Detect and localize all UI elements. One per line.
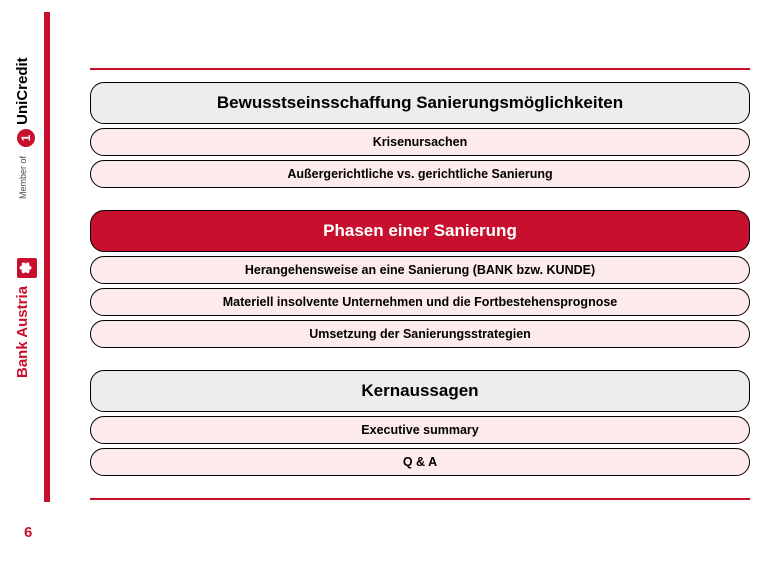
agenda-group-header: Phasen einer Sanierung: [90, 210, 750, 252]
accent-bar: [44, 12, 50, 502]
page-number: 6: [24, 524, 32, 541]
agenda-group-header: Bewusstseinsschaffung Sanierungsmöglichk…: [90, 82, 750, 124]
logo-bank-austria-text: Bank Austria: [14, 286, 31, 378]
agenda-item: Executive summary: [90, 416, 750, 444]
agenda-content: Bewusstseinsschaffung Sanierungsmöglichk…: [90, 68, 750, 500]
agenda-group-header: Kernaussagen: [90, 370, 750, 412]
bank-austria-mark-icon: ✽: [17, 258, 37, 278]
agenda-item: Herangehensweise an eine Sanierung (BANK…: [90, 256, 750, 284]
logo-bank-austria: Bank Austria ✽: [14, 258, 37, 378]
agenda-group: Kernaussagen Executive summary Q & A: [90, 370, 750, 476]
logo-member-of: Member of: [18, 156, 28, 199]
logo-unicredit: 1 UniCredit: [14, 57, 35, 150]
agenda-item: Q & A: [90, 448, 750, 476]
top-rule: [90, 68, 750, 70]
unicredit-mark-icon: 1: [17, 129, 35, 147]
bottom-rule: [90, 498, 750, 500]
logo-rail: Bank Austria ✽ Member of 1 UniCredit: [0, 0, 48, 567]
agenda-group: Phasen einer Sanierung Herangehensweise a…: [90, 210, 750, 348]
agenda-group: Bewusstseinsschaffung Sanierungsmöglichk…: [90, 82, 750, 188]
agenda-item: Außergerichtliche vs. gerichtliche Sanie…: [90, 160, 750, 188]
agenda-item: Umsetzung der Sanierungsstrategien: [90, 320, 750, 348]
agenda-root: Bewusstseinsschaffung Sanierungsmöglichk…: [90, 82, 750, 476]
agenda-item: Krisenursachen: [90, 128, 750, 156]
slide: Bank Austria ✽ Member of 1 UniCredit Bew…: [0, 0, 765, 567]
logo-unicredit-text: UniCredit: [14, 57, 31, 125]
agenda-item: Materiell insolvente Unternehmen und die…: [90, 288, 750, 316]
logo-member-of-text: Member of: [18, 156, 28, 199]
